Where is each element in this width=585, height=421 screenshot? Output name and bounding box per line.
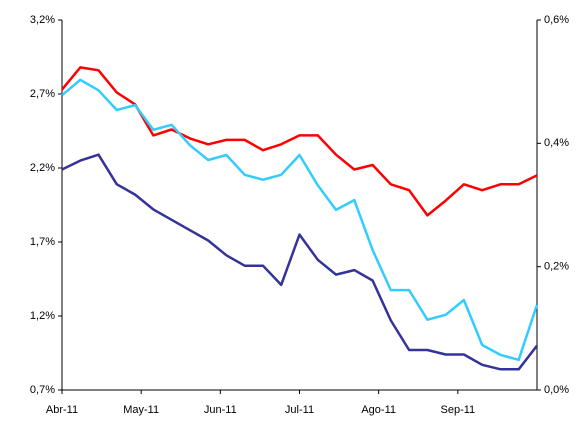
y2-tick-label: 0,6% (544, 14, 569, 26)
y2-tick-label: 0,4% (544, 137, 569, 149)
y-tick-label: 2,7% (30, 88, 55, 100)
x-tick-label: Sep-11 (441, 404, 476, 416)
y2-tick-label: 0,2% (544, 261, 569, 273)
y-tick-label: 1,7% (30, 236, 55, 248)
x-tick-label: Jul-11 (285, 404, 314, 416)
y-tick-label: 0,7% (30, 384, 55, 396)
x-tick-label: Abr-11 (46, 404, 78, 416)
y-tick-label: 1,2% (30, 310, 55, 322)
y-tick-label: 3,2% (30, 14, 55, 26)
x-tick-label: Ago-11 (361, 404, 396, 416)
y2-tick-label: 0,0% (544, 384, 569, 396)
y-tick-label: 2,2% (30, 162, 55, 174)
x-tick-label: Jun-11 (204, 404, 237, 416)
series-line (61, 78, 539, 362)
x-tick-label: May-11 (123, 404, 159, 416)
series-line (61, 153, 538, 371)
